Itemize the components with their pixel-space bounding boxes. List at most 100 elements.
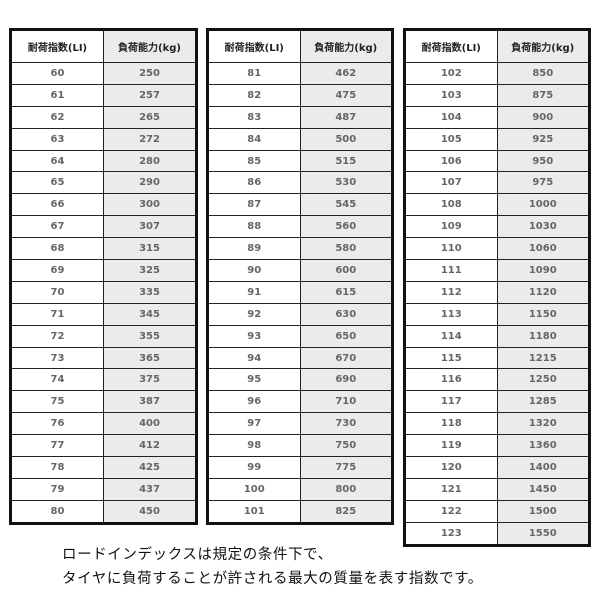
load-capacity-cell: 580 [299, 237, 393, 261]
table-row: 79 437 [10, 477, 197, 501]
load-capacity-cell: 690 [299, 368, 393, 392]
load-index-cell: 107 [404, 171, 498, 195]
load-index-cell: 112 [404, 280, 498, 304]
load-capacity-cell: 345 [103, 302, 197, 326]
load-capacity-cell: 500 [299, 127, 393, 151]
load-index-cell: 86 [207, 171, 301, 195]
load-capacity-cell: 1450 [496, 477, 590, 501]
load-index-cell: 109 [404, 215, 498, 239]
table-row: 87 545 [207, 193, 393, 217]
load-index-cell: 73 [10, 346, 104, 370]
load-index-cell: 118 [404, 412, 498, 436]
table-row: 102 850 [404, 62, 590, 85]
load-capacity-cell: 1285 [496, 390, 590, 414]
header-load-index: 耐荷指数(LI) [404, 29, 498, 63]
load-index-cell: 100 [207, 477, 301, 501]
load-index-cell: 111 [404, 259, 498, 282]
load-index-cell: 119 [404, 434, 498, 458]
load-index-cell: 74 [10, 368, 104, 392]
load-index-cell: 121 [404, 477, 498, 501]
table-row: 81 462 [207, 62, 393, 85]
load-capacity-cell: 1360 [496, 434, 590, 458]
table-row: 74 375 [10, 368, 197, 392]
table-row: 101 825 [207, 499, 393, 524]
load-capacity-cell: 1550 [496, 521, 590, 546]
table-row: 66 300 [10, 193, 197, 217]
load-index-cell: 68 [10, 237, 104, 261]
load-index-cell: 70 [10, 280, 104, 304]
load-index-cell: 94 [207, 346, 301, 370]
load-index-cell: 64 [10, 149, 104, 173]
load-capacity-cell: 412 [103, 434, 197, 458]
load-index-table-2: 耐荷指数(LI) 負荷能力(kg) 81 462 82 475 83 487 84 500 85 51… [206, 28, 394, 525]
table-row: 69 325 [10, 259, 197, 282]
load-index-table-3: 耐荷指数(LI) 負荷能力(kg) 102 850 103 875 104 900 105 925… [403, 28, 591, 547]
table-row: 92 630 [207, 302, 393, 326]
table-row: 91 615 [207, 280, 393, 304]
load-capacity-cell: 375 [103, 368, 197, 392]
load-index-cell: 113 [404, 302, 498, 326]
header-load-capacity: 負荷能力(kg) [299, 29, 393, 63]
load-capacity-cell: 850 [496, 62, 590, 85]
load-capacity-cell: 650 [299, 324, 393, 348]
table-row: 70 335 [10, 280, 197, 304]
load-capacity-cell: 365 [103, 346, 197, 370]
load-index-cell: 69 [10, 259, 104, 282]
table-row: 75 387 [10, 390, 197, 414]
table-row: 85 515 [207, 149, 393, 173]
load-capacity-cell: 1400 [496, 456, 590, 479]
table-row: 83 487 [207, 105, 393, 129]
table-row: 68 315 [10, 237, 197, 261]
load-capacity-cell: 250 [103, 62, 197, 85]
load-index-cell: 63 [10, 127, 104, 151]
caption-line-2: タイヤに負荷することが許される最大の質量を表す指数です。 [62, 571, 483, 587]
table-row: 95 690 [207, 368, 393, 392]
table-row: 97 730 [207, 412, 393, 436]
load-index-cell: 95 [207, 368, 301, 392]
header-load-index: 耐荷指数(LI) [10, 29, 104, 63]
load-capacity-cell: 600 [299, 259, 393, 282]
table-row: 109 1030 [404, 215, 590, 239]
load-index-cell: 88 [207, 215, 301, 239]
load-capacity-cell: 670 [299, 346, 393, 370]
load-capacity-cell: 1215 [496, 346, 590, 370]
load-capacity-cell: 925 [496, 127, 590, 151]
load-capacity-cell: 1150 [496, 302, 590, 326]
load-capacity-cell: 1030 [496, 215, 590, 239]
table-row: 108 1000 [404, 193, 590, 217]
table-row: 116 1250 [404, 368, 590, 392]
load-index-cell: 91 [207, 280, 301, 304]
table-row: 73 365 [10, 346, 197, 370]
load-index-cell: 90 [207, 259, 301, 282]
load-capacity-cell: 530 [299, 171, 393, 195]
load-capacity-cell: 710 [299, 390, 393, 414]
load-capacity-cell: 975 [496, 171, 590, 195]
table-row: 88 560 [207, 215, 393, 239]
load-capacity-cell: 257 [103, 83, 197, 107]
table-row: 98 750 [207, 434, 393, 458]
header-load-capacity: 負荷能力(kg) [103, 29, 197, 63]
table-row: 117 1285 [404, 390, 590, 414]
table-row: 103 875 [404, 83, 590, 107]
load-capacity-cell: 545 [299, 193, 393, 217]
table-row: 113 1150 [404, 302, 590, 326]
load-index-cell: 123 [404, 521, 498, 546]
load-index-cell: 96 [207, 390, 301, 414]
table-row: 80 450 [10, 499, 197, 524]
table-row: 94 670 [207, 346, 393, 370]
table-row: 112 1120 [404, 280, 590, 304]
load-index-cell: 108 [404, 193, 498, 217]
load-index-cell: 110 [404, 237, 498, 261]
load-capacity-cell: 487 [299, 105, 393, 129]
header-load-index: 耐荷指数(LI) [207, 29, 301, 63]
table-row: 90 600 [207, 259, 393, 282]
load-capacity-cell: 515 [299, 149, 393, 173]
load-index-table-1: 耐荷指数(LI) 負荷能力(kg) 60 250 61 257 62 265 63 272 64 28… [9, 28, 198, 525]
table-row: 65 290 [10, 171, 197, 195]
load-index-cell: 67 [10, 215, 104, 239]
load-index-cell: 78 [10, 456, 104, 479]
load-capacity-cell: 730 [299, 412, 393, 436]
table-row: 71 345 [10, 302, 197, 326]
load-capacity-cell: 335 [103, 280, 197, 304]
load-index-cell: 80 [10, 499, 104, 524]
